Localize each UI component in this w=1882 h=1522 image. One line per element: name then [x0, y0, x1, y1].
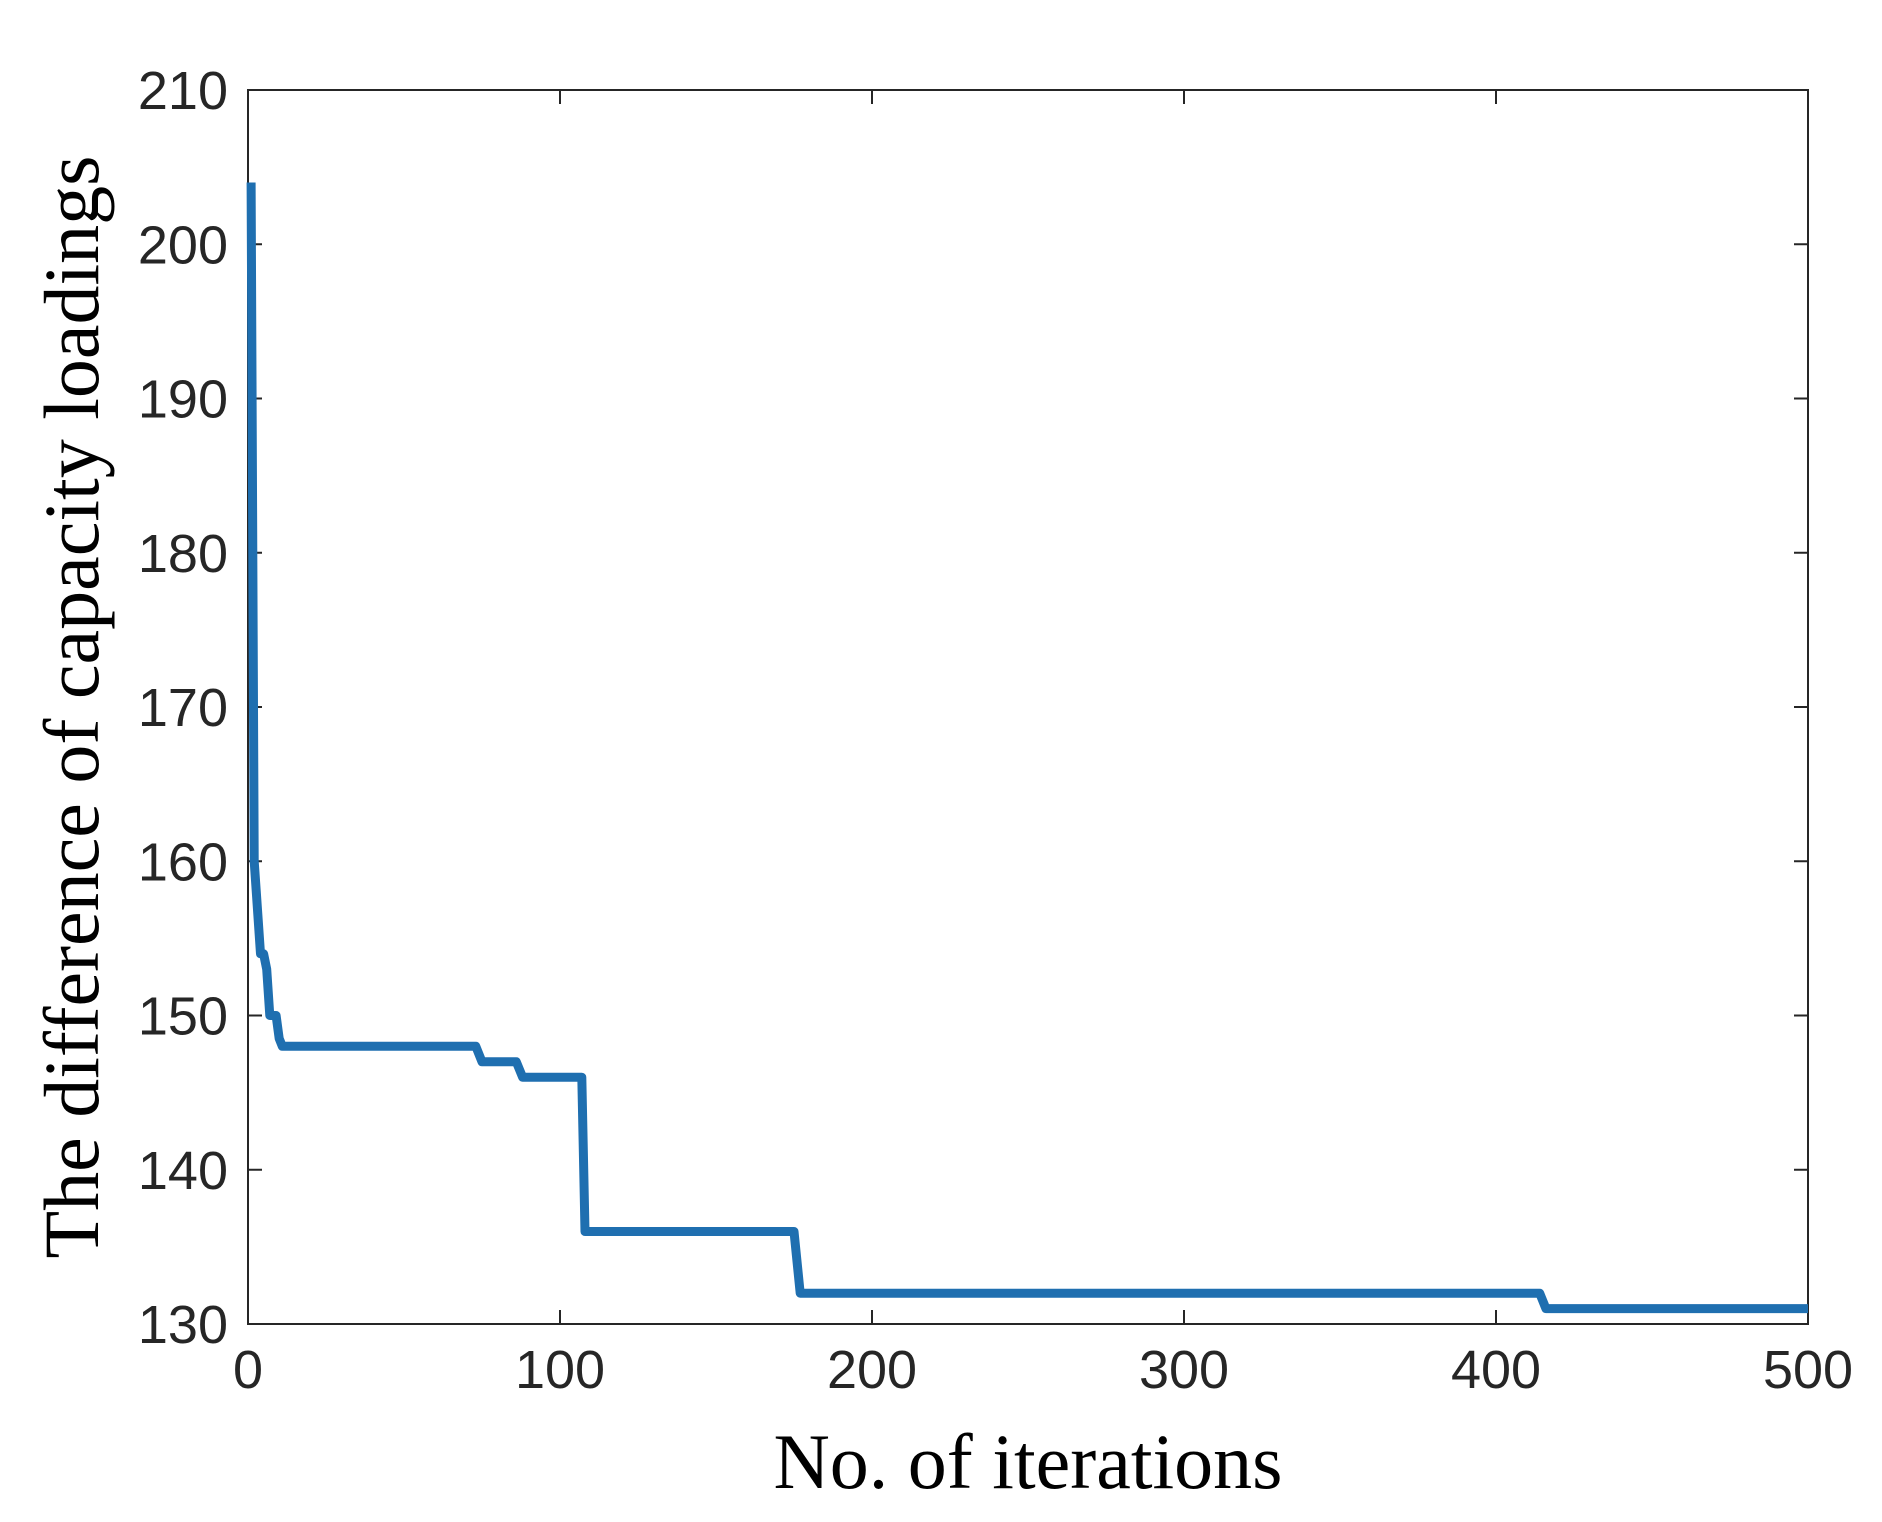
plot-area — [247, 89, 1809, 1325]
y-tick-label: 200 — [138, 215, 228, 275]
series-line-1 — [246, 182, 1808, 1314]
y-axis-label: The difference of capacity loadings — [28, 155, 115, 1258]
y-tick-label: 210 — [138, 61, 228, 121]
x-tick-label: 300 — [1139, 1340, 1229, 1400]
x-tick-label: 400 — [1451, 1340, 1541, 1400]
ticks — [247, 89, 1809, 1325]
series-layer — [246, 182, 1808, 1314]
y-tick-label: 170 — [138, 678, 228, 738]
tick-labels: 0 100 200 300 400 500 130 140 150 160 170 180 190 200… — [138, 61, 1853, 1400]
x-tick-label: 200 — [827, 1340, 917, 1400]
x-tick-label: 0 — [233, 1340, 263, 1400]
x-tick-label: 500 — [1763, 1340, 1853, 1400]
axes-frame — [247, 89, 1809, 1325]
y-tick-label: 140 — [138, 1141, 228, 1201]
x-axis-label: No. of iterations — [773, 1418, 1282, 1505]
y-tick-label: 130 — [138, 1295, 228, 1355]
y-tick-label: 180 — [138, 524, 228, 584]
x-tick-label: 100 — [515, 1340, 605, 1400]
y-tick-label: 160 — [138, 832, 228, 892]
y-tick-label: 190 — [138, 370, 228, 430]
y-tick-label: 150 — [138, 987, 228, 1047]
